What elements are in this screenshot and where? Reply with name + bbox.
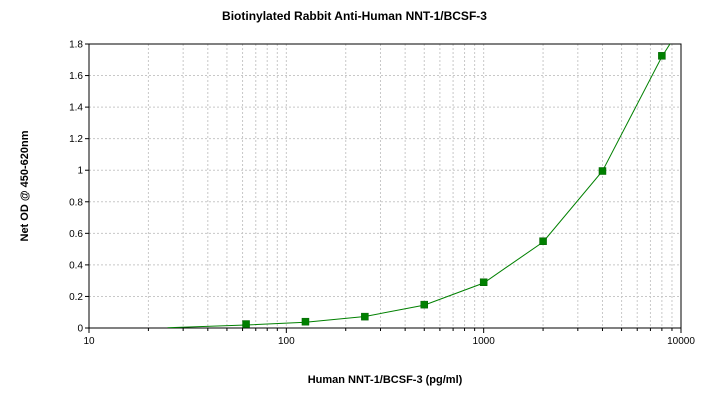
x-tick-label: 10000 — [667, 336, 695, 347]
x-tick-label: 100 — [278, 336, 295, 347]
y-tick-label: 1 — [77, 166, 83, 177]
x-axis-title: Human NNT-1/BCSF-3 (pg/ml) — [307, 374, 463, 386]
data-point — [420, 300, 429, 309]
data-point — [598, 167, 607, 175]
y-tick-label: 0.2 — [69, 292, 83, 303]
data-point — [539, 237, 547, 245]
data-point — [479, 278, 488, 286]
y-tick-label: 0.4 — [69, 260, 83, 271]
x-tick-label: 10 — [83, 336, 95, 347]
y-tick-label: 1.2 — [69, 134, 83, 145]
data-point — [301, 317, 310, 326]
fit-curve — [167, 44, 671, 328]
y-tick-label: 0 — [77, 324, 83, 335]
y-tick-label: 0.8 — [69, 197, 83, 208]
data-point — [658, 52, 666, 60]
x-tick-label: 1000 — [473, 336, 496, 347]
y-axis-title: Net OD @ 450-620nm — [19, 130, 31, 242]
chart-title: Biotinylated Rabbit Anti-Human NNT-1/BCS… — [222, 9, 487, 23]
y-tick-label: 1.4 — [69, 103, 83, 114]
y-tick-label: 1.6 — [69, 71, 83, 82]
data-point — [361, 312, 369, 321]
y-tick-label: 1.8 — [69, 40, 83, 51]
plot-frame — [88, 43, 682, 329]
y-tick-label: 0.6 — [69, 229, 83, 240]
data-point — [242, 320, 250, 328]
